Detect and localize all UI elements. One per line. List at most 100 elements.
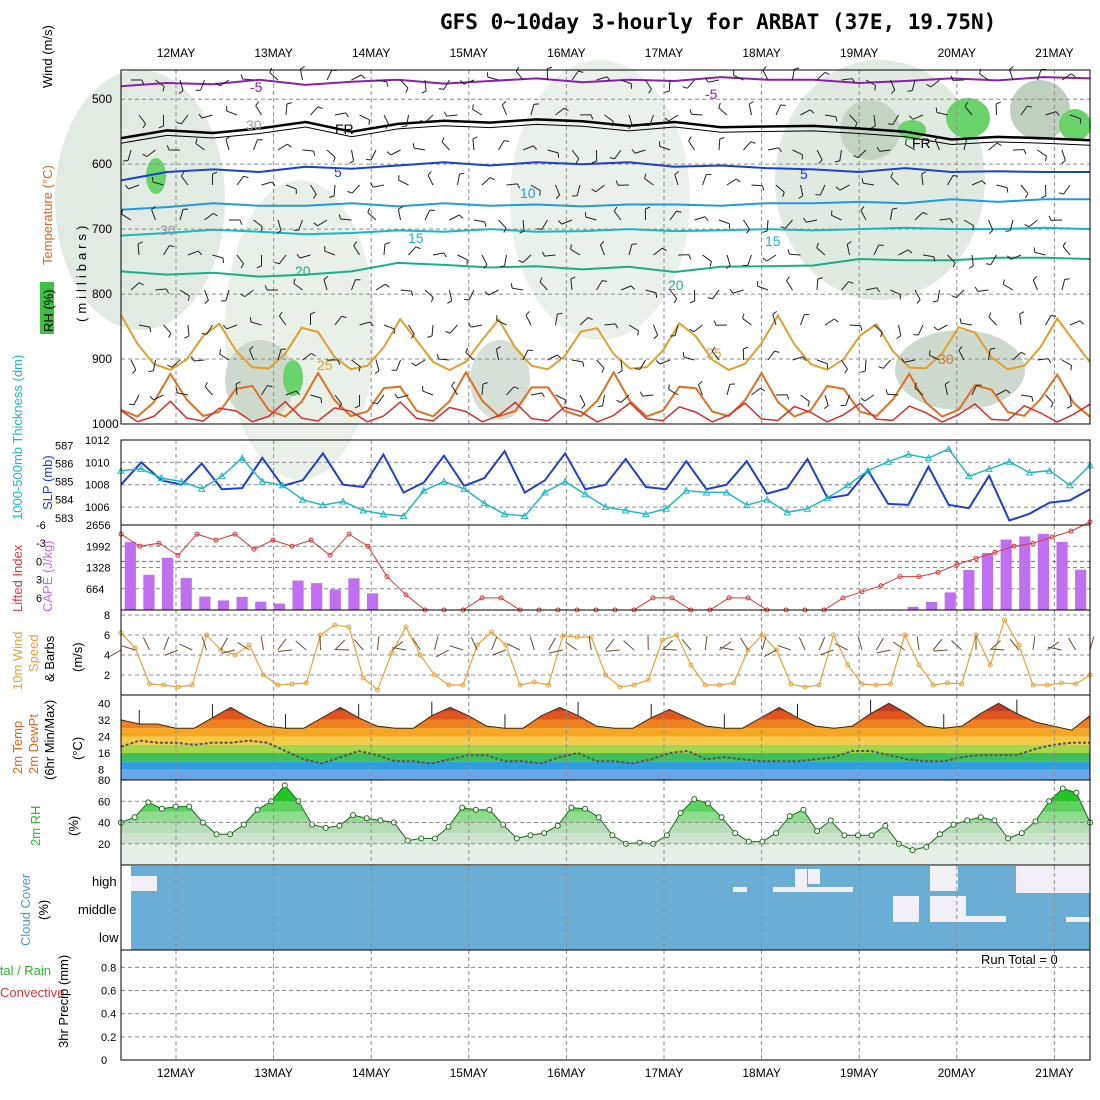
wind-barb <box>748 104 752 116</box>
label-temperature: Temperature (°C) <box>40 165 55 265</box>
isotherm-line <box>120 313 1091 372</box>
wind-barb <box>947 254 956 264</box>
wind-barb <box>351 74 362 81</box>
wind-barb <box>1028 219 1038 228</box>
wind-barb <box>249 345 254 351</box>
wind-barb <box>253 139 258 151</box>
slp-tick-label: 1010 <box>85 457 109 469</box>
label-slp: SLP (mb) <box>40 455 55 510</box>
thickness-marker <box>1005 457 1014 465</box>
rh-marker <box>691 796 698 803</box>
rh-high-patch <box>1059 109 1091 141</box>
wind-speed-marker <box>888 681 893 687</box>
wind-barb <box>370 149 377 161</box>
wind-barb-10m <box>392 647 407 651</box>
date-label-top: 15MAY <box>449 46 489 60</box>
lifted-index-marker <box>498 595 504 601</box>
wind-barb <box>929 354 940 361</box>
wind-barb <box>949 218 954 224</box>
thickness-marker <box>197 484 206 492</box>
wind-barb <box>726 254 731 266</box>
wind-barb <box>299 69 303 81</box>
wind-barb <box>876 287 880 293</box>
wind-barb <box>775 184 785 193</box>
wind-barb <box>187 324 190 337</box>
wind-barb <box>513 386 519 390</box>
wind-barb <box>645 206 651 210</box>
wind-barb <box>705 77 709 83</box>
thickness-marker <box>864 466 872 474</box>
temp-tick-label: 16 <box>98 748 110 760</box>
wind-barb <box>250 321 262 326</box>
rh-shading <box>1010 80 1070 140</box>
wind-barb <box>447 300 452 304</box>
wind-barb <box>596 359 605 369</box>
wind-speed-marker <box>346 624 352 630</box>
wind-barb <box>613 211 622 221</box>
wind-barb <box>860 370 866 373</box>
wind-barb <box>909 115 914 120</box>
thickness-marker <box>1045 466 1054 474</box>
wind-barb <box>558 220 563 225</box>
thickness-marker <box>520 511 529 519</box>
label-cape: CAPE (J/kg) <box>40 540 55 612</box>
wind-barb <box>661 247 667 252</box>
wind-barb <box>372 401 378 405</box>
precip-tick-label: 0.2 <box>101 1032 116 1044</box>
thickness-marker <box>137 464 146 472</box>
wind-barb <box>611 121 614 127</box>
wind-barb <box>951 295 957 299</box>
rh-band <box>121 785 1090 802</box>
wind-barb-10m <box>470 637 478 651</box>
wind-speed-marker <box>546 682 551 688</box>
wind-speed-marker <box>945 680 950 686</box>
wind-barb <box>922 211 928 215</box>
wind-barb <box>631 148 636 154</box>
cloud-high-label: high <box>92 874 117 889</box>
wind-barb <box>506 183 518 186</box>
wind-barb <box>1055 111 1060 116</box>
wind-barb <box>609 157 615 160</box>
rh-marker <box>1032 818 1039 825</box>
wind-barb <box>443 252 447 258</box>
wind-barb <box>242 78 254 81</box>
wind-barb <box>358 366 361 372</box>
lifted-index-marker <box>669 595 675 601</box>
wind-barb <box>977 289 989 292</box>
wind-barb <box>674 324 679 336</box>
wind-barb <box>988 316 997 326</box>
thickness-marker <box>642 510 650 518</box>
rh-marker <box>322 824 329 831</box>
wind-barb <box>846 241 852 245</box>
wind-barb <box>702 254 712 262</box>
wind-barb <box>798 195 804 199</box>
wind-barb <box>128 184 140 190</box>
wind-barb <box>816 242 819 248</box>
wind-barb <box>892 207 898 210</box>
wind-barb <box>449 289 453 301</box>
wind-barb <box>334 394 343 405</box>
wind-barb <box>353 241 358 246</box>
wind-barb <box>841 281 850 291</box>
wind-barb <box>530 184 541 192</box>
wind-barb <box>952 262 956 268</box>
wind-barb <box>541 219 548 230</box>
wind-barb <box>468 322 472 328</box>
wind-barb <box>472 108 483 116</box>
wind-barb <box>351 149 355 161</box>
wind-barb-10m <box>377 636 380 651</box>
wind-barb <box>498 219 507 229</box>
wind-barb <box>849 324 861 327</box>
wind-barb <box>155 79 165 88</box>
wind-barb <box>1020 351 1026 355</box>
wind-barb <box>310 184 317 195</box>
wind-barb <box>424 114 434 123</box>
wind-barb <box>347 190 353 194</box>
wind-barb <box>614 149 622 160</box>
wind-barb <box>375 79 387 83</box>
wind-barb <box>132 369 137 374</box>
wind-barb <box>1050 314 1057 317</box>
wind-barb <box>225 139 230 151</box>
wind-barb <box>1066 405 1072 409</box>
wind-barb <box>367 212 377 221</box>
